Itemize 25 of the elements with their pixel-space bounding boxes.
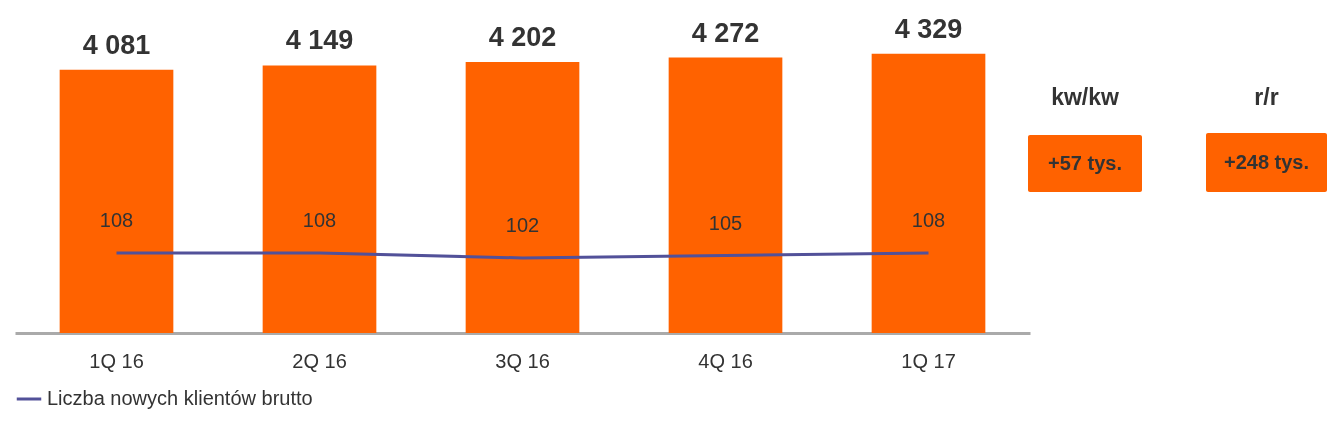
bar	[59, 69, 174, 333]
bar	[668, 57, 783, 333]
text: +57 tys.	[1048, 151, 1122, 174]
data-label: 105	[708, 211, 743, 234]
text: r/r	[1254, 84, 1279, 110]
data-label: 4 329	[894, 13, 963, 44]
data-label: 4 149	[285, 25, 354, 56]
data-label: 102	[505, 213, 540, 236]
bar	[465, 62, 580, 333]
x-tick-label: 3Q 16	[495, 349, 550, 372]
data-label: 108	[302, 209, 337, 232]
x-tick-label: 2Q 16	[292, 349, 347, 372]
bar	[871, 53, 986, 333]
x-tick-label: 1Q 17	[901, 349, 956, 372]
bar	[262, 65, 377, 333]
data-label: 4 081	[82, 29, 151, 60]
data-label: 4 202	[488, 22, 557, 53]
x-tick-label: 4Q 16	[698, 349, 753, 372]
data-label: 108	[911, 209, 946, 232]
data-label: 4 272	[691, 17, 760, 48]
data-label: 108	[99, 209, 134, 232]
legend-label: Liczba nowych klientów brutto	[47, 387, 313, 409]
text: kw/kw	[1051, 84, 1119, 110]
x-tick-label: 1Q 16	[89, 349, 144, 372]
text: +248 tys.	[1223, 150, 1310, 173]
